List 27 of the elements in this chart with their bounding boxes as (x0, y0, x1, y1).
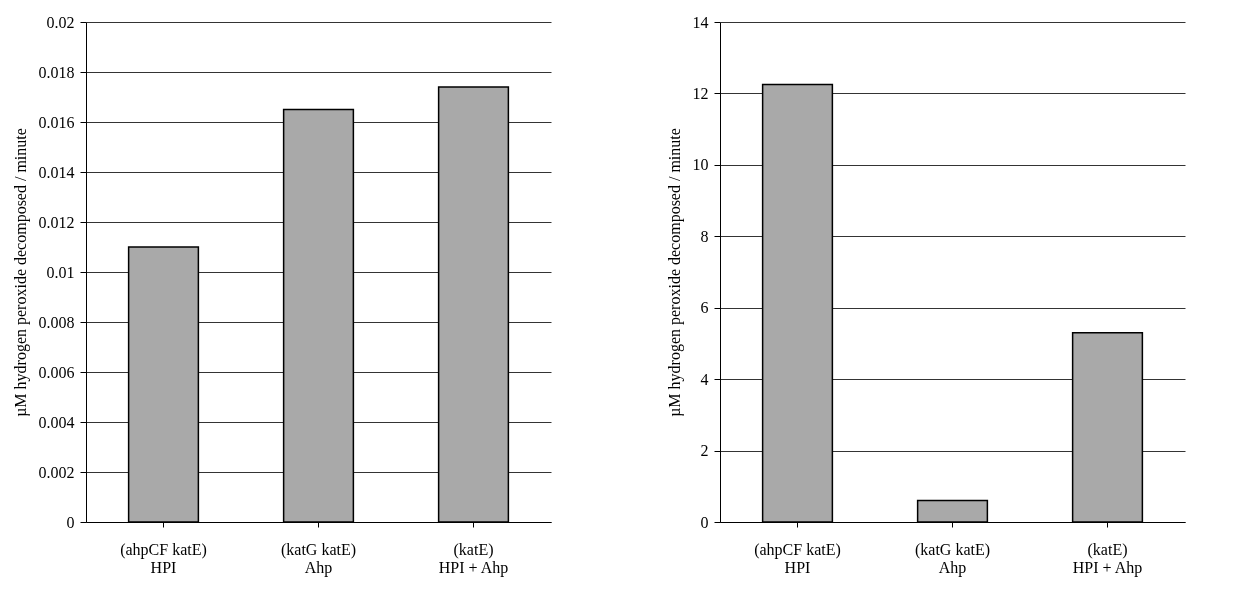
y-tick-label: 0.004 (38, 413, 75, 431)
y-tick-label: 2 (700, 442, 709, 460)
y-axis-title: µM hydrogen peroxide decomposed / minute (11, 128, 30, 417)
y-tick-label: 0.012 (38, 213, 75, 231)
y-tick-label: 0.002 (38, 463, 75, 481)
x-tick-label: (katE) HPI + Ahp (1072, 540, 1143, 577)
y-tick-label: 0.014 (38, 163, 75, 181)
x-tick-label: (katG katE) Ahp (280, 540, 357, 577)
x-tick-label: (katE) HPI + Ahp (438, 540, 509, 577)
y-tick-label: 12 (692, 84, 709, 102)
x-tick-label: (ahpCF katE) HPI (754, 540, 841, 576)
y-tick-label: 0 (66, 513, 75, 531)
y-tick-label: 14 (692, 13, 709, 31)
y-tick-label: 10 (692, 156, 709, 174)
y-tick-label: 8 (700, 227, 709, 245)
y-tick-label: 0.016 (38, 113, 75, 131)
y-tick-label: 6 (700, 299, 709, 317)
y-tick-label: 0.008 (38, 313, 75, 331)
y-tick-label: 0.006 (38, 363, 75, 381)
y-tick-label: 0.02 (46, 13, 75, 31)
x-tick-label: (ahpCF katE) HPI (120, 540, 207, 576)
x-tick-label: (katG katE) Ahp (914, 540, 991, 577)
y-tick-label: 4 (700, 370, 709, 388)
y-tick-label: 0.018 (38, 63, 75, 81)
y-tick-label: 0.01 (46, 263, 75, 281)
y-axis-title: µM hydrogen peroxide decomposed / minute (665, 128, 684, 417)
y-tick-label: 0 (700, 513, 709, 531)
